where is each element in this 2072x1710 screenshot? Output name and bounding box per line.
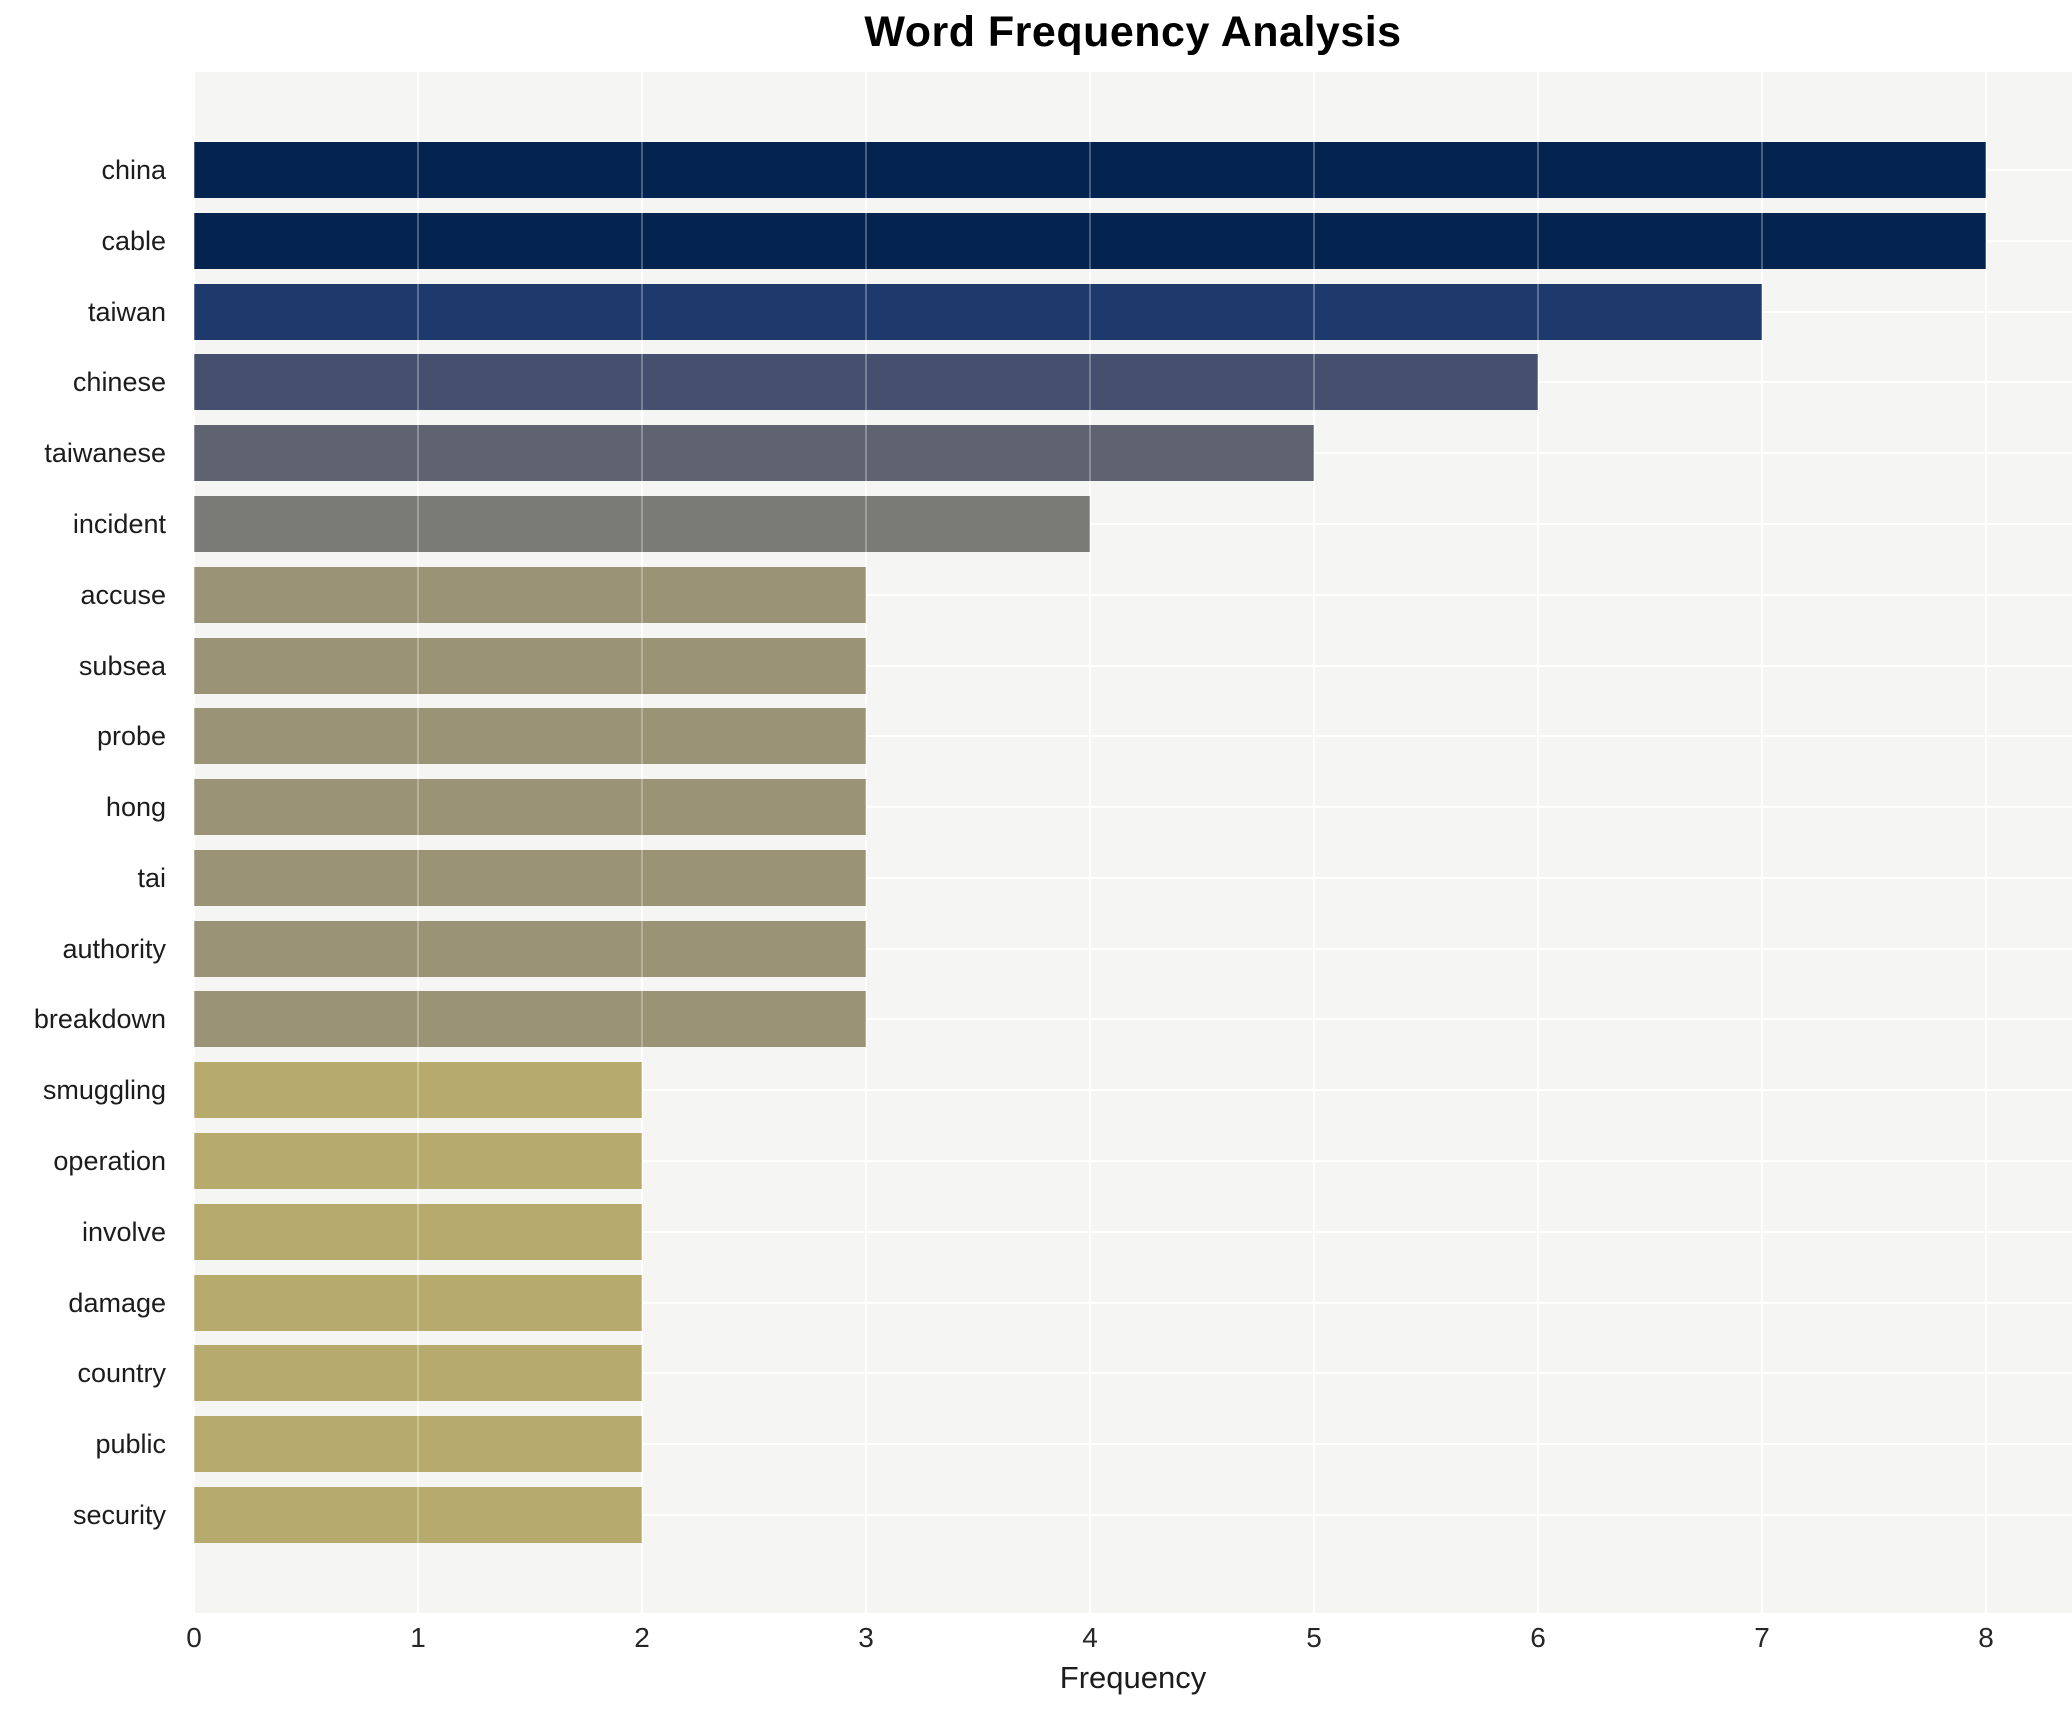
- bar-chinese: [194, 354, 1538, 411]
- bar-cable: [194, 212, 1986, 269]
- y-tick-label-china: china: [101, 155, 166, 185]
- y-tick-label-incident: incident: [72, 508, 166, 539]
- y-tick-label-involve: involve: [81, 1216, 166, 1247]
- y-tick-label-taiwan: taiwan: [87, 296, 166, 327]
- bar-damage: [194, 1274, 642, 1331]
- gridline-vertical-overlay: [1985, 72, 1987, 1613]
- gridline-vertical: [641, 72, 643, 1613]
- gridline-horizontal: [194, 1514, 2072, 1516]
- y-tick-label-hong: hong: [105, 792, 166, 823]
- y-tick-label-security: security: [72, 1500, 166, 1530]
- x-tick-label-6: 6: [1530, 1622, 1546, 1653]
- y-tick-label-breakdown: breakdown: [33, 1004, 166, 1035]
- gridline-vertical-overlay: [641, 72, 643, 1613]
- gridline-horizontal: [194, 1230, 2072, 1233]
- y-tick-label-damage: damage: [68, 1287, 166, 1318]
- y-tick-label-smuggling: smuggling: [42, 1075, 166, 1106]
- gridline-vertical-overlay: [417, 72, 419, 1613]
- x-tick-label-1: 1: [410, 1622, 426, 1653]
- x-tick-label-8: 8: [1978, 1622, 1994, 1653]
- bar-taiwanese: [194, 425, 1314, 482]
- gridline-vertical: [1761, 72, 1763, 1613]
- gridline-horizontal: [194, 1372, 2072, 1375]
- gridline-vertical: [193, 72, 195, 1613]
- y-tick-label-accuse: accuse: [80, 579, 166, 610]
- bar-security: [194, 1487, 642, 1543]
- bar-taiwan: [194, 283, 1762, 340]
- bar-operation: [194, 1133, 642, 1190]
- gridline-vertical-overlay: [865, 72, 867, 1613]
- gridline-horizontal: [194, 1160, 2072, 1163]
- gridline-horizontal: [194, 806, 2072, 809]
- gridline-horizontal: [194, 1301, 2072, 1304]
- x-tick-label-5: 5: [1306, 1622, 1322, 1653]
- bar-subsea: [194, 637, 866, 694]
- y-tick-label-taiwanese: taiwanese: [44, 438, 166, 469]
- y-tick-label-subsea: subsea: [78, 650, 166, 681]
- gridline-vertical: [417, 72, 419, 1613]
- y-tick-label-cable: cable: [101, 225, 166, 256]
- bar-authority: [194, 920, 866, 977]
- x-tick-label-3: 3: [858, 1622, 874, 1653]
- y-tick-label-chinese: chinese: [72, 367, 166, 398]
- gridline-horizontal: [194, 947, 2072, 950]
- bar-public: [194, 1416, 642, 1473]
- bar-tai: [194, 849, 866, 906]
- gridline-vertical: [1089, 72, 1091, 1613]
- x-axis-title: Frequency: [1059, 1660, 1207, 1695]
- x-tick-label-0: 0: [186, 1622, 202, 1653]
- gridline-vertical-overlay: [1313, 72, 1315, 1613]
- gridline-vertical: [865, 72, 867, 1613]
- bar-smuggling: [194, 1062, 642, 1119]
- gridline-vertical-overlay: [1089, 72, 1091, 1613]
- bar-china: [194, 142, 1986, 198]
- bar-probe: [194, 708, 866, 765]
- plot-area: [193, 72, 2072, 1613]
- gridline-horizontal: [194, 735, 2072, 738]
- gridline-horizontal: [194, 1089, 2072, 1092]
- bar-involve: [194, 1203, 642, 1260]
- gridline-horizontal: [194, 522, 2072, 525]
- x-tick-label-2: 2: [634, 1622, 650, 1653]
- chart-title: Word Frequency Analysis: [864, 8, 1402, 56]
- y-axis: china cable taiwan chinese taiwanese incident…: [0, 72, 180, 1613]
- gridline-horizontal: [194, 876, 2072, 879]
- gridline-horizontal: [194, 1443, 2072, 1446]
- gridline-horizontal: [194, 1018, 2072, 1021]
- bar-hong: [194, 779, 866, 836]
- x-tick-label-7: 7: [1754, 1622, 1770, 1653]
- gridline-vertical: [1985, 72, 1987, 1613]
- gridline-vertical-overlay: [193, 72, 195, 1613]
- y-tick-label-public: public: [95, 1429, 166, 1460]
- gridline-horizontal: [194, 664, 2072, 667]
- y-tick-label-country: country: [77, 1358, 166, 1389]
- gridline-horizontal: [194, 593, 2072, 596]
- gridline-vertical: [1313, 72, 1315, 1613]
- y-tick-label-probe: probe: [96, 721, 166, 752]
- x-tick-label-4: 4: [1082, 1622, 1098, 1653]
- y-tick-label-tai: tai: [137, 862, 166, 893]
- gridline-vertical-overlay: [1761, 72, 1763, 1613]
- bar-country: [194, 1345, 642, 1402]
- bar-breakdown: [194, 991, 866, 1048]
- y-tick-label-authority: authority: [62, 933, 166, 964]
- bar-accuse: [194, 566, 866, 623]
- gridline-vertical: [1537, 72, 1539, 1613]
- gridline-vertical-overlay: [1537, 72, 1539, 1613]
- y-tick-label-operation: operation: [53, 1146, 166, 1177]
- bar-incident: [194, 495, 1090, 552]
